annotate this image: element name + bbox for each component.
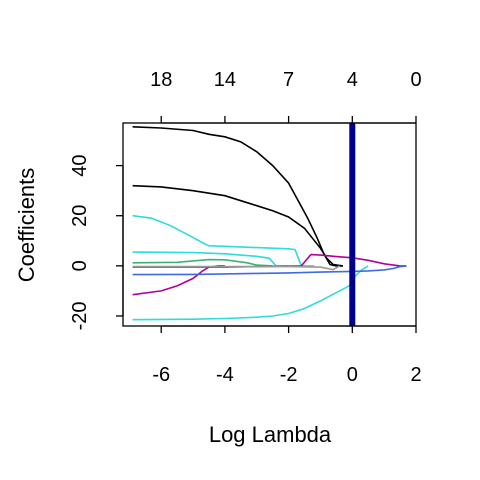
top-tick-label: 14 bbox=[214, 69, 236, 91]
coefficient-paths bbox=[132, 126, 407, 321]
top-tick-label: 0 bbox=[410, 69, 421, 91]
x-tick-label: -4 bbox=[216, 364, 234, 386]
top-tick-label: 7 bbox=[283, 69, 294, 91]
x-tick-label: 0 bbox=[347, 364, 358, 386]
y-axis-left: -20 0 20 40 bbox=[69, 154, 124, 331]
x-tick-label: 2 bbox=[410, 364, 421, 386]
y-axis-title: Coefficients bbox=[14, 168, 39, 283]
coefficient-path-7 bbox=[132, 265, 225, 296]
x-axis-top: 18 14 7 4 0 bbox=[150, 69, 422, 124]
x-axis-bottom: -6 -4 -2 0 2 bbox=[152, 325, 422, 386]
coefficient-path-10 bbox=[132, 265, 341, 271]
x-tick-label: -6 bbox=[152, 364, 170, 386]
x-axis-title: Log Lambda bbox=[209, 422, 332, 447]
top-tick-label: 18 bbox=[150, 69, 172, 91]
y-tick-label: 40 bbox=[69, 154, 91, 176]
coefficient-path-9 bbox=[132, 265, 407, 276]
coefficient-path-3 bbox=[132, 214, 315, 267]
y-tick-label: -20 bbox=[69, 302, 91, 331]
top-tick-label: 4 bbox=[347, 69, 358, 91]
coefficient-path-2 bbox=[132, 184, 343, 267]
x-tick-label: -2 bbox=[280, 364, 298, 386]
coefficient-path-6 bbox=[132, 258, 273, 267]
y-tick-label: 0 bbox=[69, 260, 91, 271]
coefficient-path-1 bbox=[132, 126, 343, 267]
y-tick-label: 20 bbox=[69, 205, 91, 227]
